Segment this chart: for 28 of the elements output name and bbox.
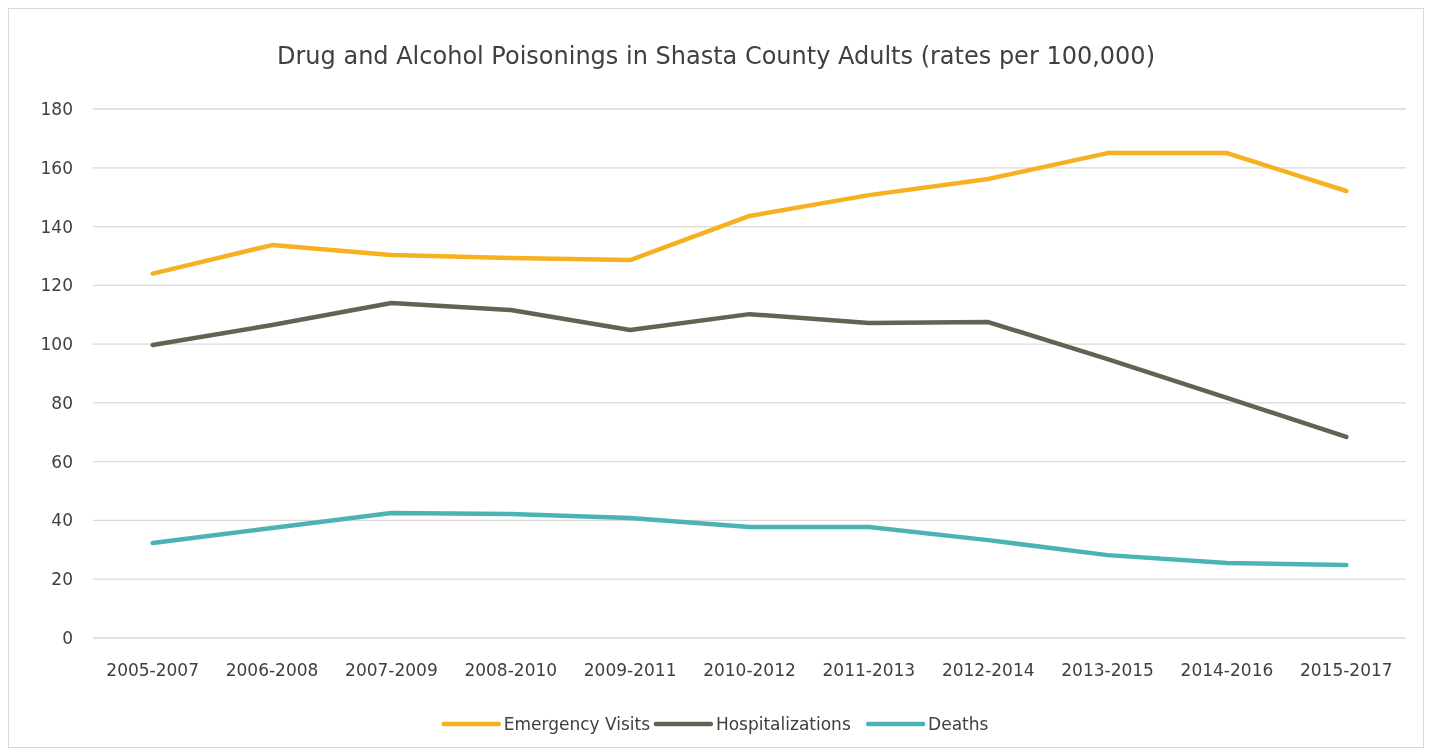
x-tick-label: 2013-2015	[1061, 660, 1154, 680]
y-tick-label: 40	[51, 510, 73, 531]
y-tick-label: 60	[51, 451, 73, 472]
y-tick-label: 100	[40, 334, 73, 355]
x-tick-label: 2009-2011	[583, 660, 677, 680]
y-tick-label: 80	[51, 392, 73, 413]
legend-label: Hospitalizations	[715, 713, 851, 734]
legend-label: Deaths	[928, 713, 989, 734]
x-tick-label: 2012-2014	[941, 660, 1035, 680]
y-tick-label: 140	[40, 216, 73, 237]
x-tick-label: 2008-2010	[464, 660, 558, 680]
x-tick-label: 2006-2008	[225, 660, 319, 680]
x-tick-label: 2005-2007	[106, 660, 200, 680]
x-tick-label: 2015-2017	[1299, 660, 1393, 680]
y-tick-label: 180	[40, 98, 73, 119]
line-series	[150, 510, 1349, 568]
y-tick-label: 120	[40, 275, 73, 296]
y-tick-label: 20	[51, 569, 73, 590]
x-tick-label: 2011-2013	[822, 660, 916, 680]
y-tick-label: 160	[40, 157, 73, 178]
y-tick-label: 0	[62, 627, 73, 648]
line-series	[150, 300, 1349, 440]
x-tick-label: 2007-2009	[345, 660, 438, 680]
line-series	[150, 150, 1349, 276]
legend-label: Emergency Visits	[503, 713, 651, 734]
chart-title: Drug and Alcohol Poisonings in Shasta County Adults (rates per 100,000)	[277, 42, 1155, 70]
x-tick-label: 2010-2012	[703, 660, 796, 680]
x-tick-label: 2014-2016	[1180, 660, 1274, 680]
